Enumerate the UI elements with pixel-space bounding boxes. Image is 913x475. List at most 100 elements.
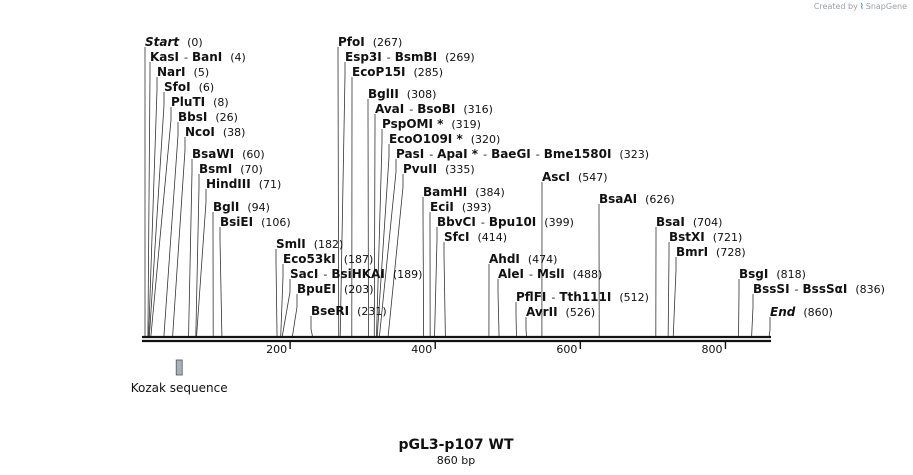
restriction-site-label[interactable]: PasI - ApaI * - BaeGI - Bme1580I (323) <box>396 147 649 161</box>
enzyme-separator: - <box>481 216 485 229</box>
site-position: (399) <box>544 216 574 229</box>
restriction-site-label[interactable]: PfoI (267) <box>338 35 402 49</box>
restriction-site-label[interactable]: NarI (5) <box>157 65 209 79</box>
restriction-site-label[interactable]: EciI (393) <box>430 200 491 214</box>
site-position: (5) <box>194 66 210 79</box>
restriction-site-label[interactable]: BstXI (721) <box>669 230 742 244</box>
enzyme-name: BsmI <box>199 162 232 176</box>
site-leader-line <box>525 317 528 338</box>
restriction-site-label[interactable]: BsmI (70) <box>199 162 263 176</box>
enzyme-name: SacI <box>290 267 318 281</box>
ruler-tick-label: 600 <box>556 343 577 356</box>
enzyme-name: PflFI <box>516 290 546 304</box>
restriction-site-label[interactable]: AhdI (474) <box>489 252 557 266</box>
restriction-site-label[interactable]: BbsI (26) <box>178 110 238 124</box>
site-position: (319) <box>451 118 481 131</box>
enzyme-name: AleI <box>498 267 524 281</box>
enzyme-name: AhdI <box>489 252 520 266</box>
restriction-site-label[interactable]: PvuII (335) <box>403 162 475 176</box>
site-leader-line <box>291 294 298 338</box>
restriction-site-label[interactable]: Eco53kI (187) <box>283 252 373 266</box>
restriction-site-label[interactable]: SmlI (182) <box>276 237 343 251</box>
restriction-site-label[interactable]: BsaI (704) <box>656 215 722 229</box>
site-position: (488) <box>573 268 603 281</box>
site-leader-line <box>376 129 383 338</box>
restriction-site-label[interactable]: SfoI (6) <box>164 80 214 94</box>
restriction-site-label[interactable]: Esp3I - BsmBI (269) <box>345 50 475 64</box>
restriction-site-label[interactable]: AleI - MslI (488) <box>498 267 602 281</box>
site-position: (70) <box>240 163 263 176</box>
site-position: (547) <box>578 171 608 184</box>
restriction-site-label[interactable]: HindIII (71) <box>206 177 281 191</box>
site-position: (182) <box>314 238 344 251</box>
restriction-site-label[interactable]: BsgI (818) <box>739 267 806 281</box>
restriction-site-label[interactable]: BseRI (231) <box>311 304 387 318</box>
enzyme-name: BsiEI <box>220 215 253 229</box>
restriction-site-label[interactable]: PflFI - Tth111I (512) <box>516 290 649 304</box>
site-leader-line <box>148 77 158 338</box>
enzyme-name: BseRI <box>311 304 349 318</box>
site-leader-line <box>275 249 278 338</box>
feature-block[interactable] <box>175 359 183 376</box>
site-position: (60) <box>242 148 265 161</box>
site-position: (187) <box>344 253 374 266</box>
site-position: (836) <box>855 283 885 296</box>
restriction-site-label[interactable]: BpuEI (203) <box>297 282 374 296</box>
enzyme-name: AscI <box>542 170 570 184</box>
site-position: (474) <box>528 253 558 266</box>
enzyme-name: Eco53kI <box>283 252 336 266</box>
restriction-site-label[interactable]: BglII (308) <box>368 87 436 101</box>
enzyme-name: BstXI <box>669 230 705 244</box>
restriction-site-label[interactable]: PluTI (8) <box>171 95 229 109</box>
restriction-site-label[interactable]: NcoI (38) <box>185 125 245 139</box>
site-position: (26) <box>215 111 238 124</box>
restriction-site-label[interactable]: BssSI - BssSαI (836) <box>753 282 885 296</box>
site-position: (4) <box>230 51 246 64</box>
restriction-site-label[interactable]: BsaWI (60) <box>192 147 265 161</box>
enzyme-name: Esp3I <box>345 50 382 64</box>
restriction-site-label[interactable]: AvaI - BsoBI (316) <box>375 102 493 116</box>
site-leader-line <box>373 114 376 338</box>
site-position: (106) <box>261 216 291 229</box>
restriction-site-label[interactable]: BsaAI (626) <box>599 192 675 206</box>
restriction-site-label[interactable]: AvrII (526) <box>526 305 595 319</box>
restriction-site-label[interactable]: BbvCI - Bpu10I (399) <box>437 215 574 229</box>
restriction-site-label[interactable]: KasI - BanI (4) <box>150 50 246 64</box>
enzyme-name: BsiHKAI <box>331 267 385 281</box>
enzyme-name: End <box>770 305 796 319</box>
site-leader-line <box>163 122 179 338</box>
restriction-site-label[interactable]: BglI (94) <box>213 200 270 214</box>
enzyme-name: BpuEI <box>297 282 336 296</box>
sequence-ruler: 200 400 600 800 <box>266 341 727 356</box>
restriction-site-label[interactable]: AscI (547) <box>542 170 608 184</box>
site-position: (8) <box>213 96 229 109</box>
restriction-site-label[interactable]: BamHI (384) <box>423 185 505 199</box>
enzyme-name: AvrII <box>526 305 558 319</box>
restriction-site-label[interactable]: BmrI (728) <box>676 245 746 259</box>
site-position: (267) <box>373 36 403 49</box>
enzyme-name: BssSαI <box>803 282 848 296</box>
enzyme-name: SmlI <box>276 237 306 251</box>
site-position: (269) <box>445 51 475 64</box>
restriction-site-label[interactable]: EcoO109I * (320) <box>389 132 500 146</box>
restriction-site-label[interactable]: Start (0) <box>145 35 203 49</box>
site-position: (0) <box>187 36 203 49</box>
enzyme-name: BbvCI <box>437 215 476 229</box>
restriction-site-label[interactable]: PspOMI * (319) <box>382 117 481 131</box>
site-leader-lines <box>144 47 771 338</box>
sequence-backbone <box>142 335 771 343</box>
restriction-site-label[interactable]: SfcI (414) <box>444 230 507 244</box>
sequence-title: pGL3-p107 WT <box>398 437 514 453</box>
site-position: (335) <box>445 163 475 176</box>
enzyme-name: BamHI <box>423 185 467 199</box>
enzyme-name: BanI <box>192 50 222 64</box>
site-leader-line <box>339 62 346 338</box>
restriction-site-label[interactable]: SacI - BsiHKAI (189) <box>290 267 422 281</box>
site-leader-line <box>195 174 200 338</box>
restriction-site-label[interactable]: End (860) <box>770 305 833 319</box>
site-position: (285) <box>414 66 444 79</box>
restriction-site-label[interactable]: EcoP15I (285) <box>352 65 443 79</box>
enzyme-name: SfcI <box>444 230 469 244</box>
restriction-site-label[interactable]: BsiEI (106) <box>220 215 291 229</box>
sequence-length: 860 bp <box>437 454 475 467</box>
